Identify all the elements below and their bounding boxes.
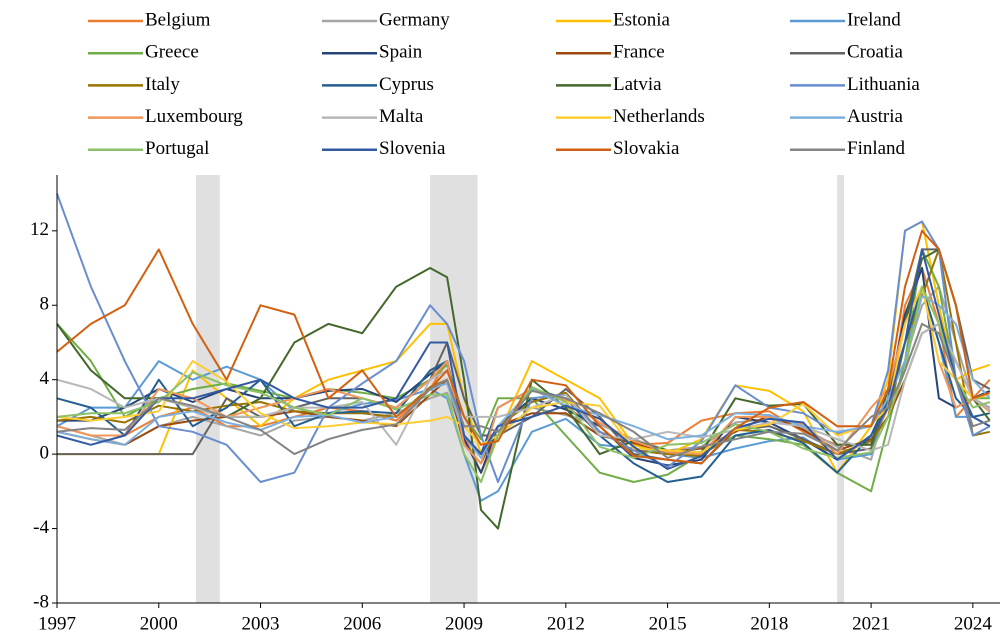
series-line: [56, 248, 991, 470]
legend-label: Spain: [379, 42, 423, 63]
legend-label: Slovenia: [379, 138, 446, 159]
legend-label: Croatia: [847, 42, 903, 63]
legend-label: Luxembourg: [145, 106, 243, 127]
x-tick-label: 2000: [140, 613, 178, 634]
x-tick-label: 2024: [954, 613, 993, 634]
x-tick-label: 2018: [750, 613, 788, 634]
x-tick-label: 2015: [649, 613, 687, 634]
x-tick-label: 2009: [445, 613, 483, 634]
legend-label: Italy: [145, 74, 180, 95]
plot-lines: [56, 193, 991, 530]
y-tick-label: -8: [33, 591, 49, 612]
series-line: [56, 285, 991, 454]
recession-band: [837, 175, 844, 603]
y-tick-label: 4: [40, 368, 50, 389]
legend-label: Austria: [847, 106, 904, 127]
legend-label: Belgium: [145, 9, 211, 30]
legend-label: Finland: [847, 138, 906, 159]
recession-band: [196, 175, 220, 603]
legend-label: Latvia: [613, 74, 662, 95]
series-line: [56, 322, 991, 459]
legend-label: France: [613, 42, 665, 63]
legend-label: Malta: [379, 106, 424, 127]
y-tick-label: -4: [33, 517, 49, 538]
y-tick-label: 8: [40, 294, 50, 315]
legend-label: Slovakia: [613, 138, 680, 159]
x-tick-label: 1997: [38, 613, 76, 634]
x-tick-label: 2021: [852, 613, 890, 634]
y-tick-label: 12: [30, 219, 49, 240]
legend-label: Ireland: [847, 9, 901, 30]
x-tick-label: 2003: [242, 613, 280, 634]
legend-label: Lithuania: [847, 74, 920, 95]
y-tick-label: 0: [40, 442, 50, 463]
legend-label: Germany: [379, 9, 450, 30]
series-line: [56, 229, 991, 465]
legend-label: Greece: [145, 42, 199, 63]
series-line: [56, 295, 991, 459]
legend-label: Portugal: [145, 138, 209, 159]
legend-label: Cyprus: [379, 74, 434, 95]
series-line: [56, 322, 991, 452]
legend-label: Netherlands: [613, 106, 705, 127]
x-tick-label: 2012: [547, 613, 585, 634]
x-tick-label: 2006: [343, 613, 381, 634]
legend-label: Estonia: [613, 9, 671, 30]
